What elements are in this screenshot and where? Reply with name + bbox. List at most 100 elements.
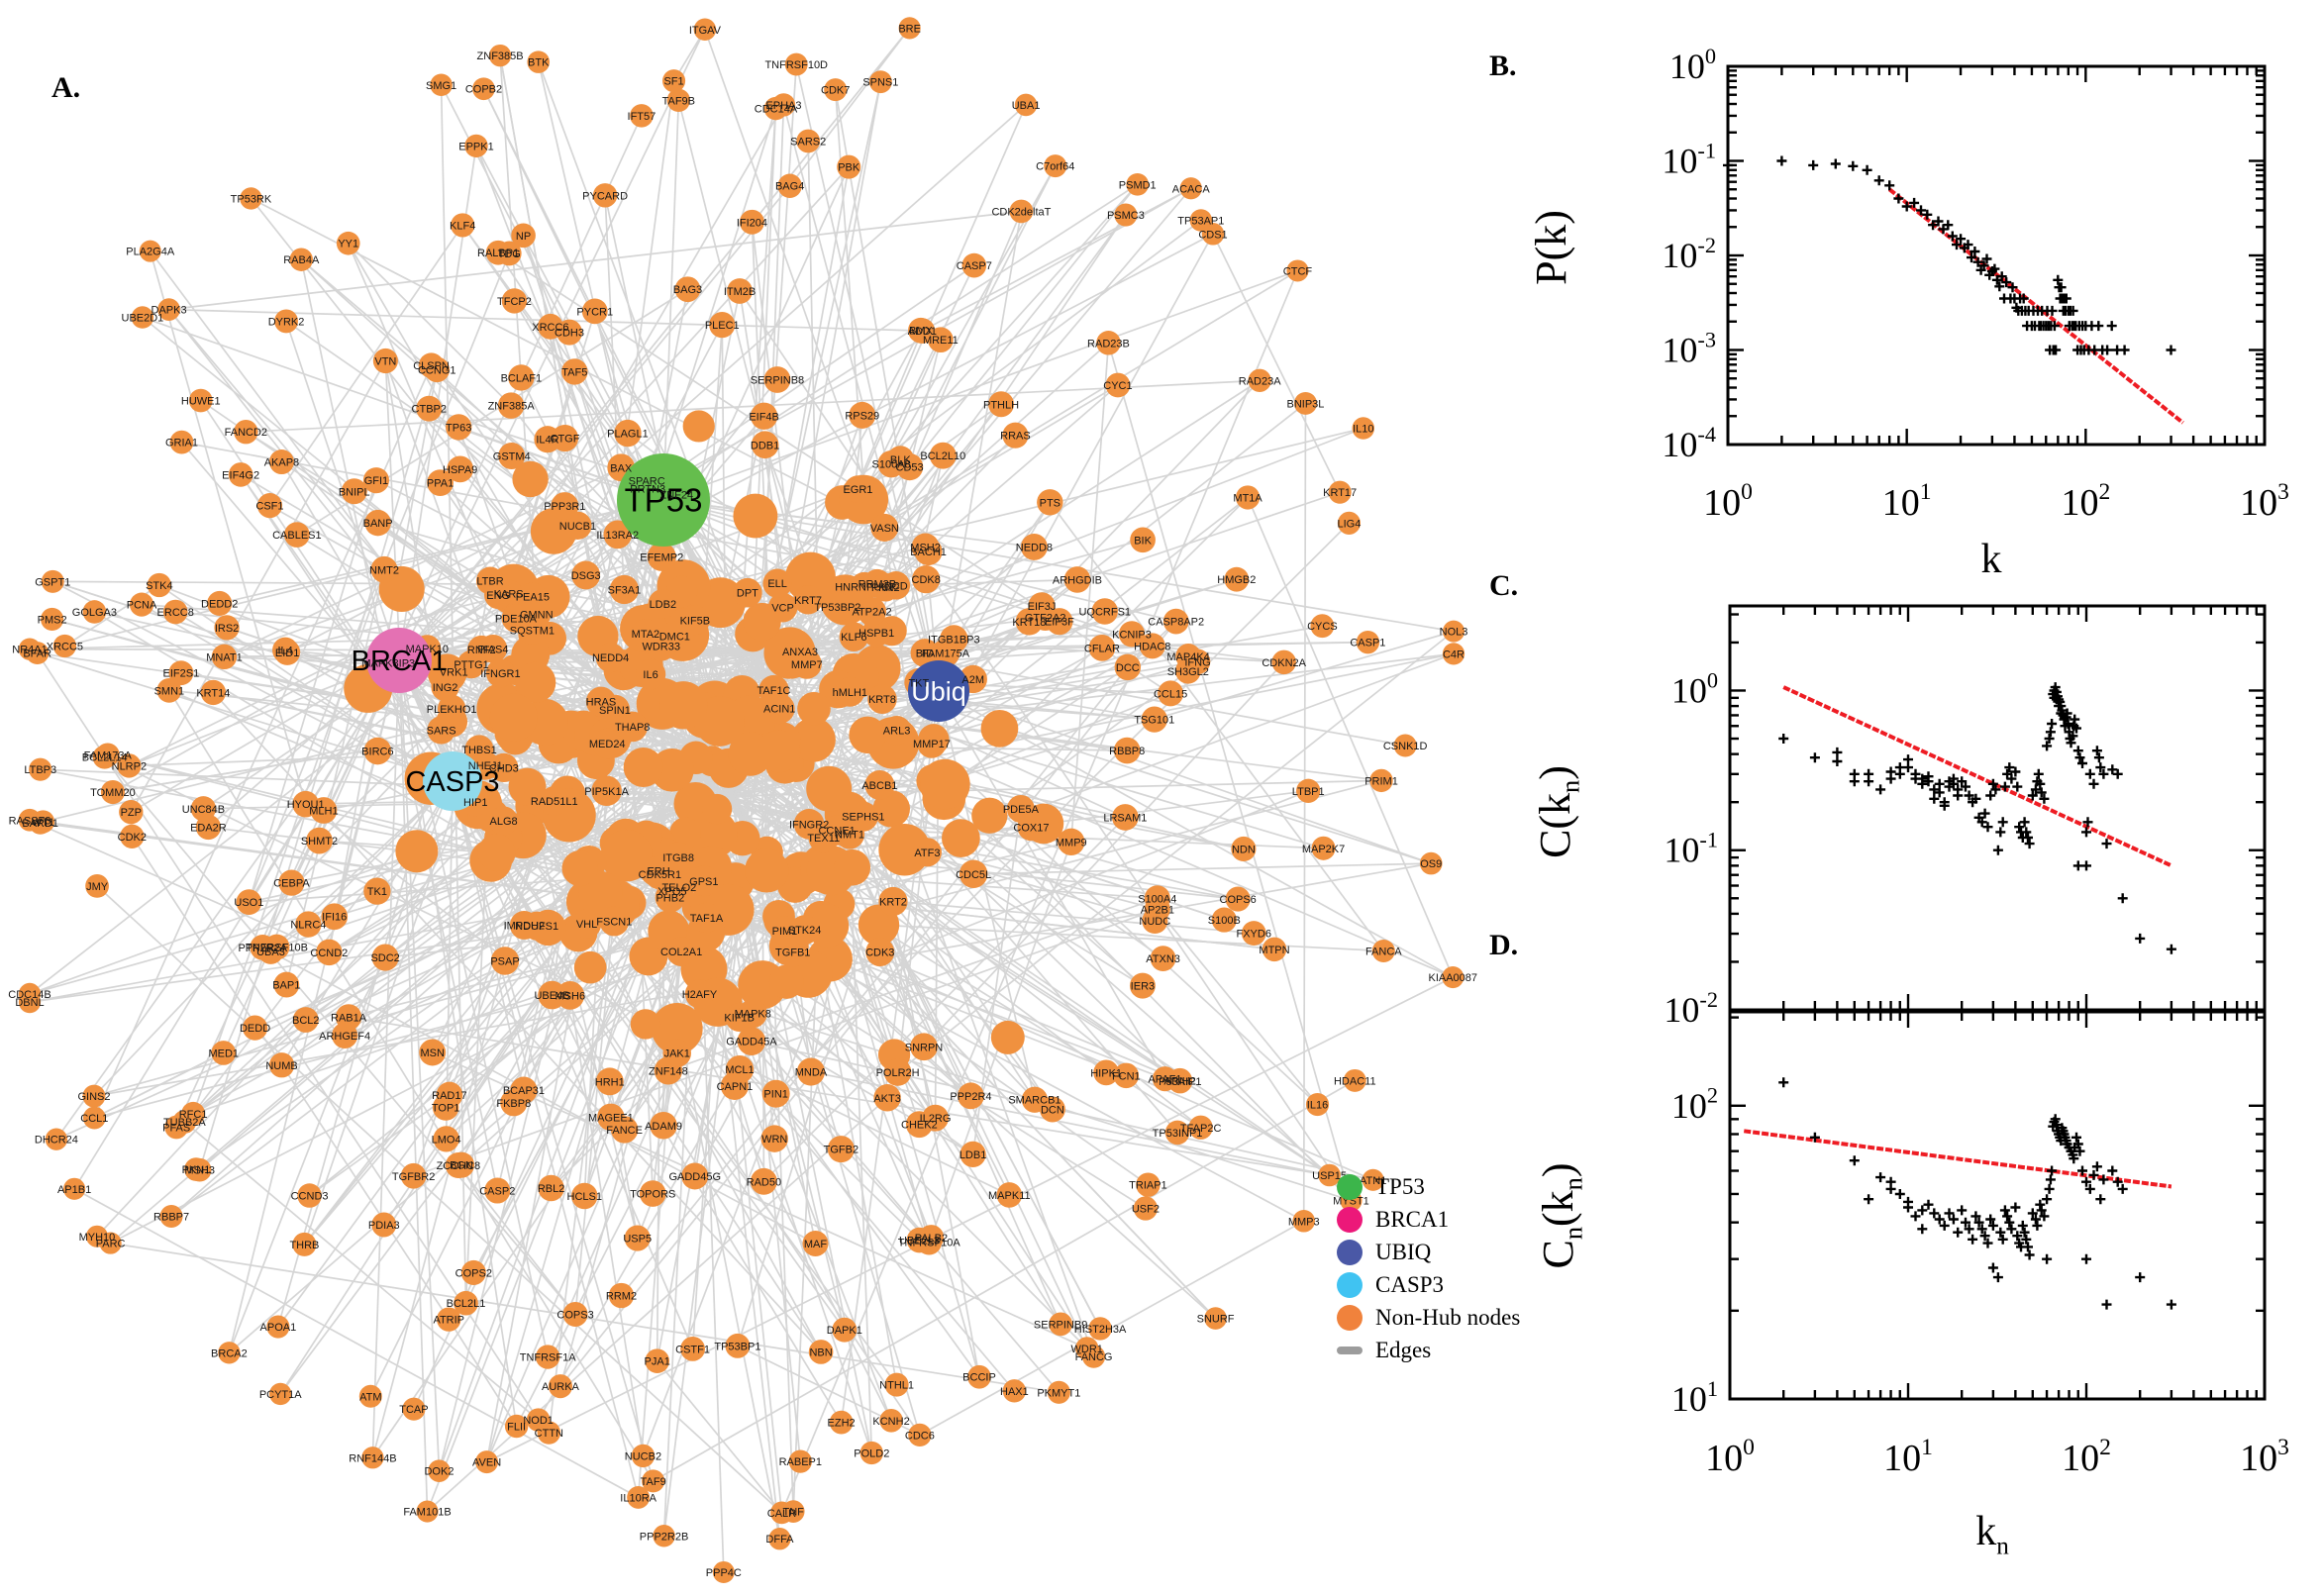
network-node-label: PSMD1 [1119,179,1157,191]
network-filler-node [990,1020,1025,1054]
x-tick-label: 101 [1882,479,1932,524]
network-node-label: PTHLH [983,399,1019,411]
network-node-label: S100A8 [872,459,911,471]
network-node [82,1106,106,1130]
hub-node-casp3 [423,751,482,811]
network-filler-node [745,848,789,893]
network-node [1114,653,1142,681]
network-edge [219,499,664,605]
network-node-label: ARHGEF4 [319,1031,370,1043]
network-node [917,729,947,758]
network-edge [398,27,911,661]
network-node [131,306,154,329]
network-node [1248,368,1271,392]
network-node-label: CCL1 [80,1113,108,1125]
network-node-label: PYCARD [582,190,628,202]
network-node-label: CDK2 [118,832,147,844]
network-node [120,824,145,848]
network-edge [452,580,491,782]
network-node-label: SPNS1 [862,77,898,89]
network-node-label: MTPN [1259,945,1289,956]
network-node-label: KCNH2 [872,1416,909,1428]
network-node-label: TNFRSF10D [764,59,828,71]
fit-line [1743,1129,2172,1189]
network-node [1113,737,1141,764]
network-node [627,1486,651,1509]
network-filler-node [942,819,980,857]
network-node-label: DYRK2 [268,316,305,328]
network-node-label: KRT2 [879,896,907,908]
network-node [1096,331,1121,355]
network-edge [739,290,1353,1202]
legend-node-swatch [1337,1304,1363,1331]
network-node-label: BIRC6 [361,747,393,758]
x-axis-label-text: kn [1975,1509,2009,1559]
network-node-label: LRSAM1 [1103,812,1147,824]
network-node [418,352,445,378]
y-tick-label: 100 [1669,44,1716,86]
network-node-label: SERPINB8 [751,374,804,386]
network-node-label: BAX [610,462,633,474]
network-node-label: CASP2 [479,1186,515,1198]
network-node [433,1126,459,1152]
network-node [535,1345,560,1369]
network-node-label: COL2A1 [660,947,702,958]
network-node-label: TNFRSF10B [246,943,308,954]
network-node-label: PARC [96,1239,126,1250]
network-node-label: PKMYT1 [1037,1387,1080,1399]
network-node [82,1084,106,1108]
network-node [571,560,601,590]
network-node [446,414,472,441]
network-node-label: ZNF385B [477,50,524,62]
network-node-label: GSTM4 [493,451,531,463]
network-node [358,1384,382,1408]
network-node-label: MSN [420,1047,445,1059]
panel-d-label: D. [1489,929,1519,961]
network-node [195,814,222,841]
network-node [364,509,391,537]
network-node [484,1177,511,1204]
network-node [662,1039,691,1068]
network-node [898,17,921,40]
network-node-label: CHEK2 [901,1120,938,1132]
network-node [1039,1096,1065,1123]
network-node [617,711,649,743]
network-node [910,1033,938,1061]
network-node [1063,566,1091,593]
network-node-label: BNIPL [339,486,370,498]
network-node [485,658,515,688]
network-filler-node [658,681,708,730]
network-edge [739,841,1071,919]
network-node-label: NHEJ1 [468,760,503,772]
network-node-label: PCNA [127,600,157,612]
network-node-label: HSPB1 [858,628,894,640]
network-filler-node [395,830,439,873]
network-node [436,1081,463,1109]
scatter-points [1723,155,2176,355]
network-node-label: MAGEE1 [588,1112,634,1124]
network-node-label: ZNF148 [649,1065,688,1077]
network-node [733,577,762,608]
network-node-label: PDIA3 [368,1220,400,1232]
network-node-label: TP53RK [231,193,272,205]
network-node-label: NOD1 [523,1415,554,1427]
network-node-label: TOP1 [432,1102,460,1114]
network-node [18,991,42,1014]
network-node [666,88,690,112]
network-node [844,475,872,504]
legend-item: Non-Hub nodes [1337,1301,1520,1334]
network-node-label: PJA1 [645,1356,670,1368]
network-edge [457,1164,576,1315]
network-node-label: ITGAV [689,25,722,37]
network-node [510,1076,538,1104]
network-node [228,462,253,487]
network-node [526,1408,551,1432]
legend-item: CASP3 [1337,1268,1520,1301]
x-tick-label: 103 [2240,479,2289,524]
network-node-label: FLII [507,1421,526,1433]
network-node [336,231,360,255]
network-node [967,1364,991,1389]
network-hubs: TP53 BRCA1 Ubiq CASP3 [352,453,969,811]
network-node-label: DCN [1041,1104,1064,1116]
network-node-label: MSH6 [556,990,586,1002]
